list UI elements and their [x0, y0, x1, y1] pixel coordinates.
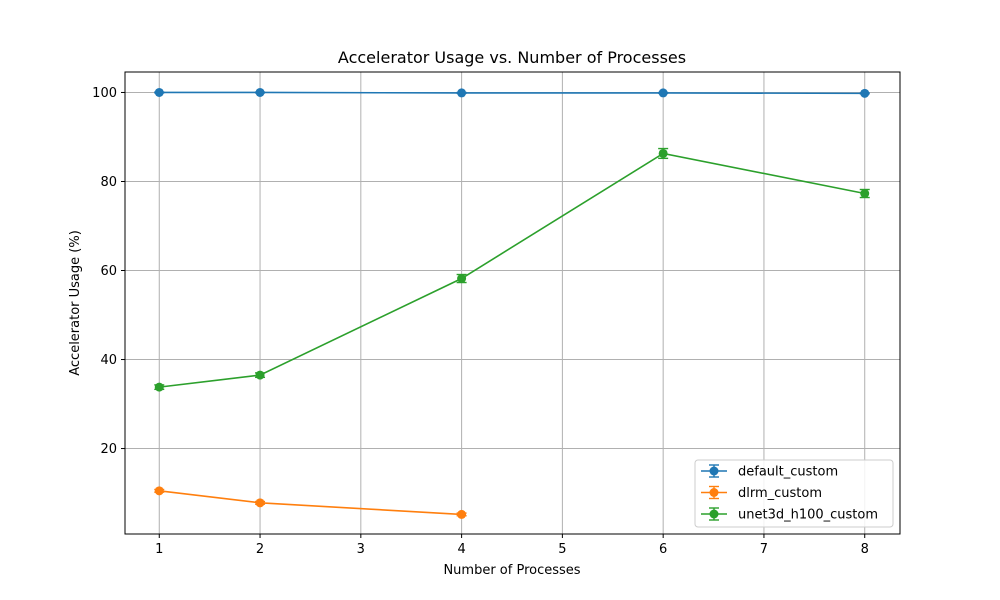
- x-tick-label: 5: [558, 542, 566, 557]
- legend-label: dlrm_custom: [738, 486, 822, 501]
- legend-frame: [694, 459, 894, 528]
- legend-entry: unet3d_h100_custom: [701, 507, 878, 523]
- x-axis-ticks: 1 2 3 4 5 6 7 8: [155, 534, 869, 557]
- data-point: [154, 87, 164, 97]
- data-point: [860, 189, 870, 199]
- series-default_custom: [154, 87, 870, 98]
- y-tick-label: 40: [100, 353, 117, 368]
- data-point: [154, 382, 164, 392]
- x-tick-label: 8: [861, 542, 869, 557]
- series-line: [159, 91, 865, 95]
- series-line: [159, 490, 462, 516]
- series-dlrm_custom: [154, 486, 467, 519]
- legend-entry: dlrm_custom: [701, 485, 822, 501]
- legend-marker: [709, 466, 719, 476]
- x-tick-label: 1: [155, 542, 163, 557]
- legend: default_custom dlrm_custom unet3d_h100_cus…: [694, 459, 894, 528]
- x-tick-label: 6: [659, 542, 667, 557]
- chart-title: Accelerator Usage vs. Number of Processe…: [338, 48, 686, 67]
- x-tick-label: 3: [357, 542, 365, 557]
- plot-frame: [124, 71, 901, 535]
- data-point: [658, 148, 668, 158]
- x-axis-label: Number of Processes: [443, 563, 580, 578]
- y-tick-label: 20: [100, 442, 117, 457]
- legend-label: unet3d_h100_custom: [738, 508, 878, 523]
- data-point: [860, 88, 870, 98]
- x-tick-label: 4: [457, 542, 465, 557]
- data-point: [154, 486, 164, 496]
- data-point: [457, 274, 467, 284]
- legend-label: default_custom: [738, 465, 838, 480]
- y-axis-ticks: 20 40 60 80 100: [92, 86, 125, 457]
- legend-marker: [709, 488, 719, 497]
- series-unet3d_h100_custom: [154, 147, 870, 392]
- y-axis-label: Accelerator Usage (%): [68, 230, 83, 376]
- data-point: [457, 88, 467, 98]
- y-tick-label: 60: [100, 264, 117, 279]
- series-layer: [154, 87, 870, 519]
- legend-entry: default_custom: [701, 464, 838, 480]
- data-point: [255, 498, 265, 508]
- y-tick-label: 100: [92, 86, 117, 101]
- x-tick-label: 2: [256, 542, 264, 557]
- data-point: [255, 87, 265, 97]
- legend-marker: [709, 509, 719, 519]
- data-point: [457, 509, 467, 519]
- x-tick-label: 7: [760, 542, 768, 557]
- data-point: [658, 88, 668, 98]
- y-tick-label: 80: [100, 175, 117, 190]
- data-point: [255, 370, 265, 380]
